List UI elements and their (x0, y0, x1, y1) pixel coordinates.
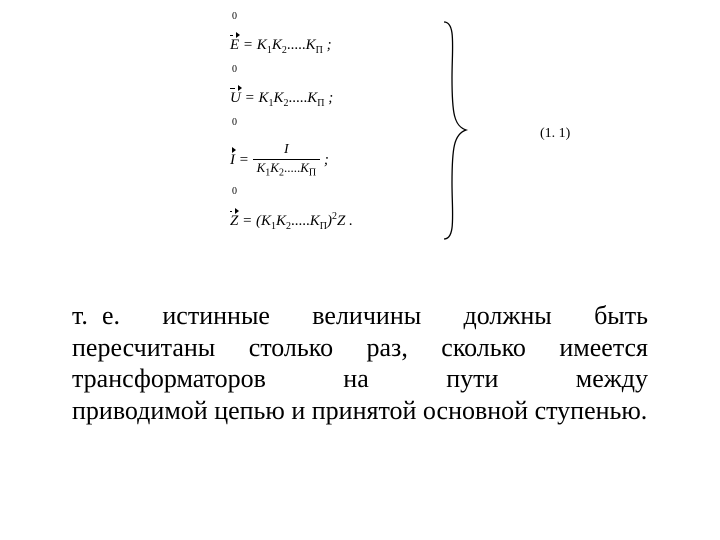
dots: ..... (289, 90, 308, 106)
equals: = (242, 213, 256, 229)
equals: = (245, 90, 259, 106)
fraction-numerator: I (253, 142, 321, 160)
equals: = (239, 152, 253, 168)
body-paragraph: т. е. истинные величины должны быть пере… (72, 300, 648, 427)
superscript-zero: 0 (232, 64, 237, 75)
vector-symbol-Z: Z (230, 212, 238, 230)
terminator: ; (328, 90, 333, 106)
terminator: ; (324, 152, 329, 168)
vector-symbol-I: I (230, 151, 235, 169)
equals: = (243, 37, 257, 53)
k2: K2 (272, 37, 287, 53)
page: 0 E = K1K2.....KП ; 0 U = K1K2.....KП ; … (0, 0, 720, 540)
fraction-denominator: K1K2.....KП (253, 160, 321, 180)
fraction: I K1K2.....KП (253, 142, 321, 179)
rhs-paren: (K1K2.....KП) (256, 213, 332, 229)
vector-symbol-E: E (230, 36, 239, 54)
k1: K1 (257, 37, 272, 53)
superscript-zero: 0 (232, 117, 237, 128)
terminator: . (349, 213, 353, 229)
terminator: ; (327, 37, 332, 53)
dots: ..... (287, 37, 306, 53)
right-brace-icon (440, 18, 470, 243)
kN: KП (306, 37, 323, 53)
equation-number: (1. 1) (540, 126, 570, 142)
k1: K1 (258, 90, 273, 106)
k2: K2 (273, 90, 288, 106)
kN: KП (307, 90, 324, 106)
vector-symbol-U: U (230, 89, 241, 107)
rhs-Z: Z (337, 213, 345, 229)
superscript-zero: 0 (232, 186, 237, 197)
superscript-zero: 0 (232, 11, 237, 22)
